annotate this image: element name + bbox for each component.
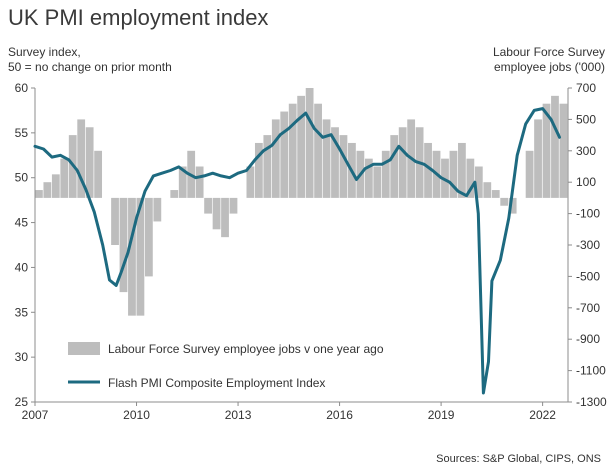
bar-10 [119, 197, 128, 293]
chart-title: UK PMI employment index [8, 5, 269, 30]
left-tick-label-3: 40 [15, 260, 29, 274]
bar-0 [35, 190, 43, 198]
bar-11 [128, 197, 136, 316]
x-tick-label-3: 2016 [326, 408, 353, 422]
bar-42 [390, 135, 399, 198]
bar-62 [559, 103, 568, 198]
right-tick-label-4: -100 [576, 207, 600, 221]
right-tick-label-6: -500 [576, 269, 600, 283]
left-axis-title-line-1: Survey index, [8, 45, 81, 59]
bar-20 [204, 197, 212, 214]
bar-14 [153, 197, 162, 222]
right-axis-title-line-1: Labour Force Survey [492, 45, 605, 59]
bar-60 [542, 103, 551, 198]
legend-bar-swatch [68, 342, 100, 355]
bar-5 [77, 119, 86, 198]
tick-labels: 25 30 35 40 45 50 55 60 700 500 300 100 -100 -300 -500… [15, 81, 607, 422]
bar-23 [229, 197, 238, 214]
left-tick-label-0: 25 [15, 395, 29, 409]
left-tick-label-5: 50 [15, 171, 29, 185]
bar-32 [305, 88, 314, 198]
x-tick-label-5: 2022 [529, 408, 556, 422]
right-axis-title-line-2: employee jobs ('000) [493, 60, 605, 74]
bar-3 [60, 158, 69, 198]
right-tick-label-1: 500 [576, 112, 596, 126]
bar-27 [263, 135, 272, 198]
right-tick-label-8: -900 [576, 332, 600, 346]
right-tick-label-7: -700 [576, 301, 600, 315]
source-note: Sources: S&P Global, CIPS, ONS [436, 453, 601, 465]
bar-16 [170, 190, 179, 198]
bar-61 [551, 95, 559, 198]
bar-22 [221, 197, 229, 238]
bar-46 [424, 142, 432, 198]
right-axis-title: Labour Force Survey employee jobs ('000) [493, 45, 605, 75]
bar-41 [381, 150, 390, 198]
bar-31 [297, 95, 306, 198]
bar-25 [246, 166, 255, 198]
line-series [33, 107, 561, 395]
bar-19 [195, 166, 204, 198]
bar-7 [94, 150, 103, 198]
bar-58 [525, 150, 534, 198]
bar-29 [280, 111, 289, 198]
bar-43 [398, 127, 407, 198]
legend-bar-label: Labour Force Survey employee jobs v one … [108, 342, 384, 356]
bar-33 [314, 103, 322, 198]
bar-51 [466, 158, 475, 198]
bar-28 [271, 119, 280, 198]
left-tick-label-2: 35 [15, 305, 29, 319]
bar-2 [51, 174, 60, 198]
left-axis-title: Survey index, 50 = no change on prior mo… [8, 45, 172, 75]
bar-9 [111, 197, 119, 245]
bar-12 [136, 197, 145, 316]
bar-13 [144, 197, 153, 277]
left-tick-label-4: 45 [15, 216, 29, 230]
x-tick-label-1: 2010 [123, 408, 150, 422]
left-tick-label-1: 30 [15, 350, 29, 364]
legend: Labour Force Survey employee jobs v one … [68, 342, 384, 390]
bar-26 [254, 142, 263, 198]
bar-21 [212, 197, 221, 230]
bar-53 [483, 182, 492, 198]
x-tick-label-4: 2019 [428, 408, 455, 422]
bar-6 [85, 127, 94, 198]
bar-56 [508, 197, 517, 214]
right-tick-label-3: 100 [576, 175, 596, 189]
right-tick-label-5: -300 [576, 238, 600, 252]
right-tick-label-10: -1300 [576, 395, 607, 409]
bar-series [35, 88, 568, 316]
left-tick-label-6: 55 [15, 126, 29, 140]
bar-39 [364, 158, 373, 198]
right-tick-label-0: 700 [576, 81, 596, 95]
right-tick-label-2: 300 [576, 144, 596, 158]
bar-30 [288, 103, 297, 198]
left-axis-title-line-2: 50 = no change on prior month [8, 60, 172, 74]
bar-36 [339, 135, 348, 198]
x-tick-label-2: 2013 [225, 408, 252, 422]
bar-34 [322, 119, 331, 198]
legend-line-label: Flash PMI Composite Employment Index [108, 376, 325, 390]
bar-59 [534, 119, 542, 198]
x-tick-label-0: 2007 [22, 408, 49, 422]
bar-1 [43, 182, 52, 198]
bar-35 [331, 127, 339, 198]
bar-55 [500, 197, 509, 206]
bar-50 [458, 142, 466, 198]
bar-54 [491, 190, 500, 198]
left-tick-label-7: 60 [15, 81, 29, 95]
bar-40 [373, 166, 382, 198]
pmi-line [33, 107, 561, 395]
bar-52 [474, 166, 483, 198]
right-tick-label-9: -1100 [576, 364, 606, 378]
bar-17 [178, 166, 187, 198]
bar-49 [449, 150, 458, 198]
